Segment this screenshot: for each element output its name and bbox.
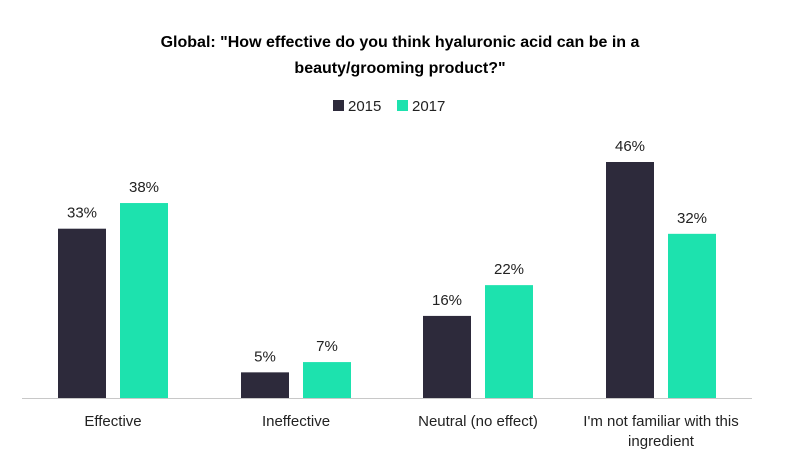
legend-label-2017: 2017	[412, 98, 445, 115]
legend-label-2015: 2015	[348, 98, 381, 115]
tick-label-3: ingredient	[628, 433, 695, 450]
bar-2015-2	[423, 315, 471, 398]
bar-2017-1	[303, 362, 351, 398]
legend: 2015 2017	[333, 98, 445, 115]
chart-title-line: Global: "How effective do you think hyal…	[161, 34, 640, 51]
legend-swatch-2015	[333, 100, 344, 111]
data-label-2015-1: 5%	[254, 348, 276, 365]
bar-2015-3	[606, 162, 654, 398]
bars	[58, 162, 716, 398]
bar-2015-1	[241, 372, 289, 398]
chart-title: Global: "How effective do you think hyal…	[161, 34, 640, 77]
bar-2017-2	[485, 285, 533, 398]
chart-title-line: beauty/grooming product?"	[294, 60, 505, 77]
data-label-2015-3: 46%	[615, 138, 645, 155]
legend-swatch-2017	[397, 100, 408, 111]
data-label-2017-2: 22%	[494, 261, 524, 278]
data-label-2015-2: 16%	[432, 292, 462, 309]
data-label-2017-3: 32%	[677, 210, 707, 227]
tick-label-1: Ineffective	[262, 413, 330, 430]
data-label-2015-0: 33%	[67, 205, 97, 222]
bar-2015-0	[58, 228, 106, 398]
bar-2017-0	[120, 203, 168, 398]
data-labels: 33% 38% 5% 7% 16% 22% 46% 32%	[67, 138, 707, 365]
tick-label-3: I'm not familiar with this	[583, 413, 738, 430]
data-label-2017-1: 7%	[316, 338, 338, 355]
bar-2017-3	[668, 233, 716, 398]
data-label-2017-0: 38%	[129, 179, 159, 196]
tick-label-0: Effective	[84, 413, 141, 430]
tick-label-2: Neutral (no effect)	[418, 413, 538, 430]
x-axis: Effective Ineffective Neutral (no effect) I…	[22, 398, 752, 450]
